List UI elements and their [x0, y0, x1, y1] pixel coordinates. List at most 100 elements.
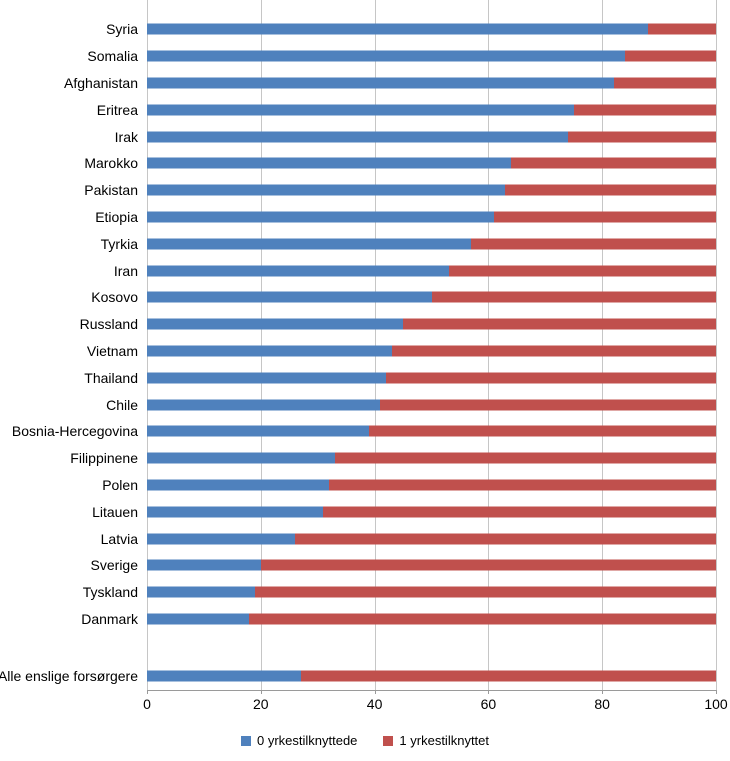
gridline-x-40 — [374, 0, 376, 690]
segment-series-1 — [403, 318, 716, 330]
segment-series-0 — [147, 425, 369, 437]
category-label: Etiopia — [95, 208, 138, 225]
segment-series-1 — [380, 399, 716, 411]
stacked-bar — [147, 131, 716, 143]
legend-swatch-red — [383, 735, 394, 746]
category-label: Vietnam — [86, 342, 138, 359]
stacked-bar — [147, 613, 716, 625]
segment-series-0 — [147, 50, 625, 62]
category-label: Tyskland — [82, 584, 138, 601]
stacked-bar — [147, 50, 716, 62]
bar-row: Sverige — [91, 552, 716, 579]
bar-row: Tyskland — [83, 579, 716, 606]
gridline-x-20 — [260, 0, 262, 690]
category-label: Alle enslige forsørgere — [0, 667, 138, 684]
category-label: Latvia — [100, 530, 138, 547]
x-tickmark — [260, 690, 262, 694]
segment-series-1 — [647, 23, 716, 35]
category-label: Litauen — [92, 503, 138, 520]
stacked-bar — [147, 291, 716, 303]
x-tick-label: 40 — [366, 696, 383, 712]
bar-row: Litauen — [92, 498, 716, 525]
stacked-bar — [147, 425, 716, 437]
gridline-x-100 — [716, 0, 717, 690]
stacked-bar — [147, 157, 716, 169]
category-label: Tyrkia — [100, 235, 138, 252]
stacked-bar — [147, 372, 716, 384]
bar-row: Thailand — [84, 364, 716, 391]
legend: 0 yrkestilknyttede 1 yrkestilknyttet — [0, 733, 730, 748]
category-label: Chile — [106, 396, 138, 413]
segment-series-0 — [147, 586, 256, 598]
x-tick-label: 100 — [704, 696, 728, 712]
segment-series-0 — [147, 184, 506, 196]
bar-row: Iran — [114, 257, 716, 284]
category-label: Pakistan — [84, 182, 138, 199]
bar-row: Danmark — [81, 606, 716, 633]
category-label: Bosnia-Hercegovina — [11, 423, 138, 440]
segment-series-0 — [147, 211, 495, 223]
segment-series-0 — [147, 559, 261, 571]
segment-series-0 — [147, 613, 250, 625]
segment-series-1 — [385, 372, 716, 384]
bar-row: Pakistan — [84, 177, 716, 204]
legend-item-series-1: 1 yrkestilknyttet — [383, 733, 489, 748]
segment-series-1 — [260, 559, 716, 571]
segment-series-1 — [448, 265, 716, 277]
category-label: Thailand — [84, 369, 138, 386]
gridline-x-80 — [602, 0, 604, 690]
segment-series-1 — [391, 345, 716, 357]
segment-series-1 — [334, 452, 716, 464]
segment-series-1 — [255, 586, 716, 598]
bar-row: Irak — [115, 123, 716, 150]
category-label: Kosovo — [91, 289, 138, 306]
segment-series-0 — [147, 265, 449, 277]
category-label: Syria — [106, 21, 138, 38]
stacked-bar — [147, 318, 716, 330]
gridlines-layer — [147, 0, 717, 690]
bar-rows-container: Syria Somalia Afghanistan Eritrea Irak Marokk… — [0, 16, 716, 689]
category-label: Polen — [102, 476, 138, 493]
segment-series-0 — [147, 506, 324, 518]
segment-series-0 — [147, 399, 381, 411]
plot-area: Syria Somalia Afghanistan Eritrea Irak Marokk… — [0, 0, 717, 694]
x-tickmark — [488, 690, 490, 694]
category-label: Russland — [79, 316, 138, 333]
segment-series-1 — [505, 184, 716, 196]
legend-label-series-0: 0 yrkestilknyttede — [256, 733, 358, 748]
stacked-bar — [147, 238, 716, 250]
stacked-bar — [147, 559, 716, 571]
segment-series-0 — [147, 77, 614, 89]
segment-series-1 — [431, 291, 716, 303]
stacked-bar — [147, 399, 716, 411]
segment-series-0 — [147, 23, 648, 35]
bar-row: Chile — [106, 391, 716, 418]
gridline-x-0 — [147, 0, 148, 690]
bar-row: Afghanistan — [64, 70, 716, 97]
segment-series-1 — [613, 77, 716, 89]
segment-series-0 — [147, 345, 392, 357]
bar-row: Etiopia — [95, 204, 716, 231]
segment-series-0 — [147, 479, 330, 491]
bar-row: Marokko — [84, 150, 716, 177]
segment-series-1 — [624, 50, 716, 62]
segment-series-0 — [147, 131, 569, 143]
segment-series-1 — [300, 670, 716, 682]
bar-row: Polen — [102, 472, 716, 499]
stacked-bar — [147, 265, 716, 277]
x-tickmark — [147, 690, 148, 694]
segment-series-0 — [147, 372, 386, 384]
stacked-bar — [147, 479, 716, 491]
stacked-bar — [147, 586, 716, 598]
stacked-bar — [147, 452, 716, 464]
bar-row: Eritrea — [97, 96, 716, 123]
stacked-bar — [147, 77, 716, 89]
legend-label-series-1: 1 yrkestilknyttet — [399, 733, 490, 748]
bar-row: Bosnia-Hercegovina — [12, 418, 716, 445]
segment-series-0 — [147, 533, 295, 545]
segment-series-0 — [147, 452, 335, 464]
bar-row: Tyrkia — [101, 230, 716, 257]
segment-series-1 — [294, 533, 716, 545]
segment-series-1 — [368, 425, 716, 437]
segment-series-1 — [573, 104, 716, 116]
